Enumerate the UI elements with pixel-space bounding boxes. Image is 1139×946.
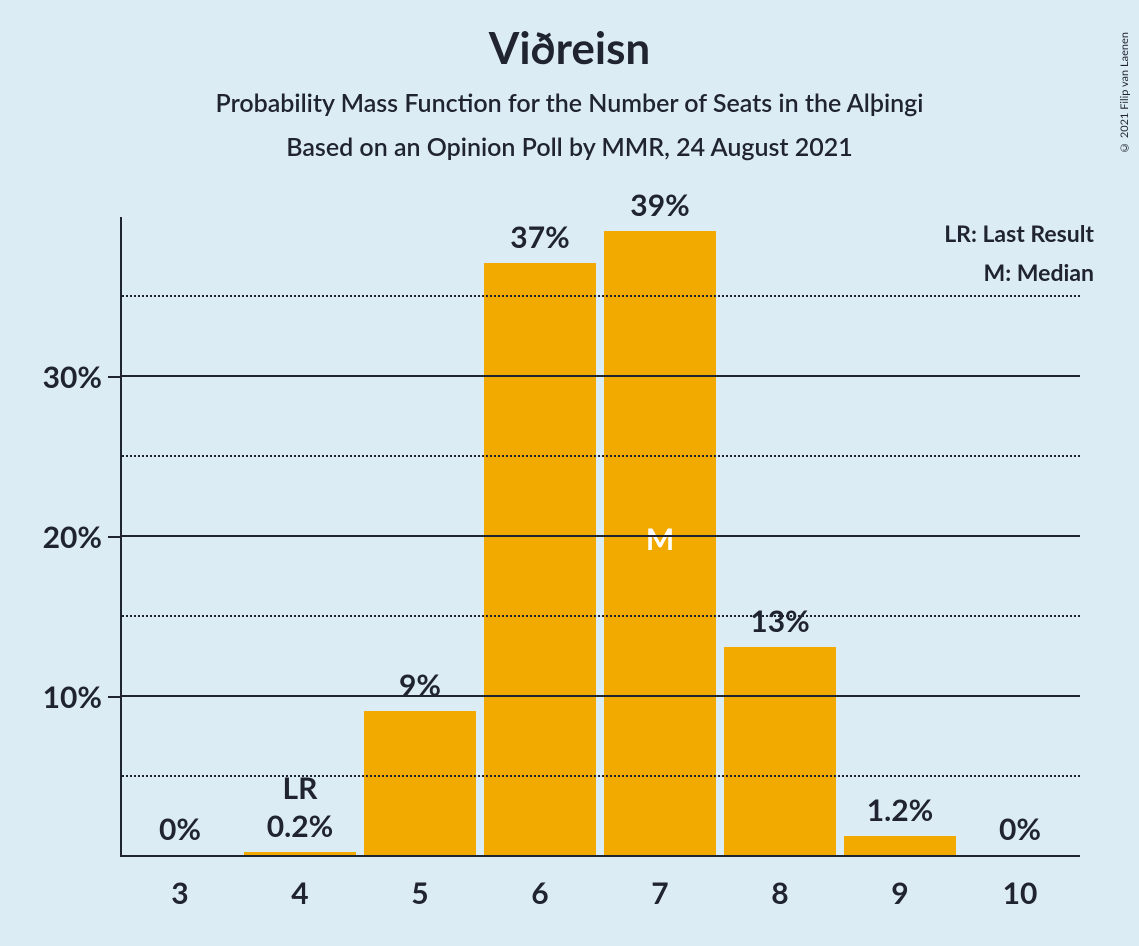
gridline-minor (122, 455, 1080, 457)
bar (244, 852, 356, 855)
chart-subtitle-1: Probability Mass Function for the Number… (0, 88, 1139, 118)
y-tick (108, 696, 120, 698)
x-axis-label: 3 (171, 875, 188, 911)
bar (724, 647, 836, 855)
bar-annotation: M (646, 521, 674, 557)
y-tick (108, 536, 120, 538)
x-axis-label: 6 (531, 875, 548, 911)
bar-value-label: 13% (750, 603, 809, 639)
copyright-text: © 2021 Filip van Laenen (1118, 32, 1131, 154)
bar (484, 263, 596, 855)
x-axis-label: 8 (771, 875, 788, 911)
gridline-minor (122, 295, 1080, 297)
gridline-major (122, 695, 1080, 697)
bar-value-label: 0.2% (267, 808, 334, 844)
bar-value-label: 1.2% (867, 792, 934, 828)
x-axis-label: 9 (891, 875, 908, 911)
gridline-minor (122, 775, 1080, 777)
x-axis-label: 10 (1003, 875, 1038, 911)
y-axis-label: 20% (43, 519, 102, 555)
x-axis-label: 4 (291, 875, 308, 911)
bar-value-label: 37% (510, 219, 569, 255)
bar (844, 836, 956, 855)
chart-title: Viðreisn (0, 22, 1139, 74)
chart-area: 0%0.2%LR9%37%39%M13%1.2%0% 10%20%30%3456… (120, 217, 1080, 857)
y-tick (108, 376, 120, 378)
gridline-minor (122, 615, 1080, 617)
gridline-major (122, 375, 1080, 377)
y-axis-label: 30% (43, 359, 102, 395)
bar-value-label: 0% (159, 811, 201, 847)
bar-value-label: 39% (630, 187, 689, 223)
y-axis-label: 10% (43, 679, 102, 715)
bar (364, 711, 476, 855)
x-axis-label: 5 (411, 875, 428, 911)
gridline-major (122, 535, 1080, 537)
x-axis-label: 7 (651, 875, 668, 911)
bar-value-label: 9% (399, 667, 441, 703)
bars-container: 0%0.2%LR9%37%39%M13%1.2%0% (120, 217, 1080, 857)
bar-value-label: 0% (999, 811, 1041, 847)
chart-subtitle-2: Based on an Opinion Poll by MMR, 24 Augu… (0, 132, 1139, 162)
